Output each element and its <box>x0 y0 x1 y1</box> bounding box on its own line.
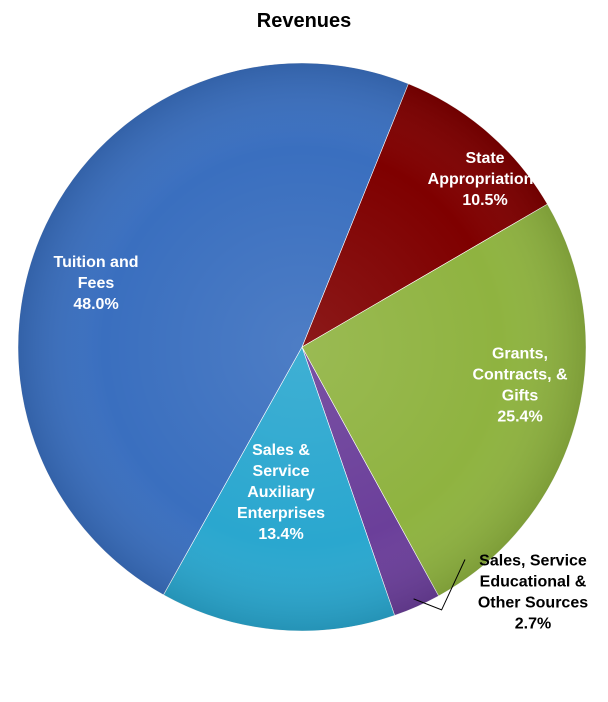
slice-label: State Appropriations 10.5% <box>428 150 543 209</box>
slice-name-label: Educational & <box>480 574 587 591</box>
slice-name-label: Auxiliary <box>247 484 315 501</box>
slice-label: Tuition and Fees 48.0% <box>53 254 138 313</box>
slice-label: Sales & Service Auxiliary Enterprises 13.4% <box>237 442 325 543</box>
chart-title: Revenues <box>257 10 352 32</box>
slice-value-label: 10.5% <box>462 192 507 209</box>
slice-name-label: Tuition and <box>53 254 138 271</box>
slice-value-label: 48.0% <box>73 296 118 313</box>
slice-value-label: 13.4% <box>258 526 303 543</box>
leader-line <box>413 559 466 611</box>
slice-value-label: 25.4% <box>497 409 542 426</box>
slice-labels: State Appropriations 10.5% Grants, Contracts… <box>53 150 588 633</box>
slice-name-label: Service <box>253 463 310 480</box>
slice-name-label: Gifts <box>502 388 539 405</box>
slice-name-label: Appropriations <box>428 171 543 188</box>
leader-lines <box>413 559 466 611</box>
slice-name-label: Fees <box>78 275 115 292</box>
slice-value-label: 2.7% <box>515 616 551 633</box>
slice-name-label: Enterprises <box>237 505 325 522</box>
slice-label: Sales, Service Educational & Other Sources… <box>478 553 588 633</box>
slice-name-label: Contracts, & <box>472 367 568 384</box>
slice-name-label: Sales, Service <box>479 553 587 570</box>
slice-name-label: State <box>465 150 504 167</box>
slice-name-label: Sales & <box>252 442 310 459</box>
slice-label: Grants, Contracts, & Gifts 25.4% <box>472 346 568 426</box>
slice-name-label: Grants, <box>492 346 548 363</box>
slice-name-label: Other Sources <box>478 595 588 612</box>
